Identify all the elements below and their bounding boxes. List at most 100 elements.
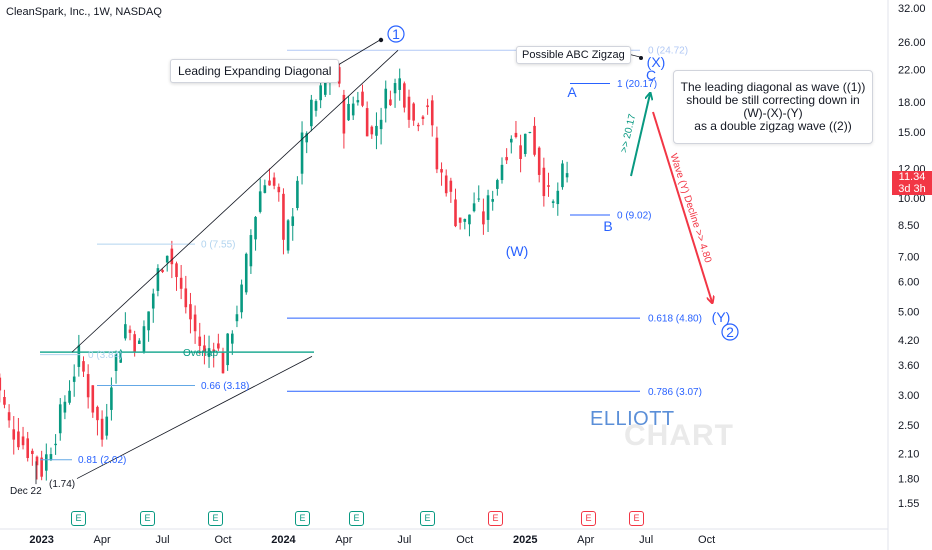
zigzag-pointer-dot [639,56,643,60]
candle-body [458,217,462,223]
fib-level-label: 0 (3.84) [88,350,122,361]
wave-2-label-circle [721,323,739,341]
analysis-note: The leading diagonal as wave ((1)) shoul… [673,70,873,144]
x-tick-label: Oct [698,534,715,546]
earnings-marker[interactable]: E [629,511,644,526]
earnings-marker[interactable]: E [488,511,503,526]
x-tick-label: Apr [335,534,352,546]
y-tick-label: 26.00 [898,37,926,49]
wave-x-label: (X) [647,54,666,70]
candle-body [361,91,364,106]
candle-body [263,185,267,193]
candle-body [356,100,360,103]
candle-body [486,195,490,220]
candle-body [221,352,225,374]
candle-body [542,167,546,197]
fib-level-label: 0.81 (2.02) [78,455,126,466]
candle-body [119,350,122,363]
candle-body [124,324,127,339]
last-price: 11.34 [898,171,926,183]
candle-body [407,96,411,120]
y-tick-label: 15.00 [898,127,926,139]
candle-body [551,201,555,204]
earnings-marker[interactable]: E [581,511,596,526]
x-tick-label: Oct [214,534,231,546]
y-tick-label: 18.00 [898,97,926,109]
candle-body [138,340,141,344]
candle-body [165,255,169,263]
candle-body [556,190,560,205]
callout-pointer [332,39,381,69]
wave-y-label: (Y) [712,309,731,325]
candle-body [258,191,262,212]
fib-level-label: 0.66 (3.18) [201,381,249,392]
candle-body [114,353,118,371]
wave-b-label: B [603,218,612,234]
earnings-marker[interactable]: E [295,511,310,526]
candle-body [54,443,57,446]
candle-body [68,390,71,403]
candle-body [417,124,420,127]
callout-leading-diagonal: Leading Expanding Diagonal [170,59,340,83]
candle-body [533,125,536,155]
candle-body [40,457,43,477]
earnings-marker[interactable]: E [140,511,155,526]
x-tick-label: Apr [577,534,594,546]
candle-body [351,103,355,116]
candle-body [300,132,304,174]
candle-body [370,126,374,135]
wave-c-label: C [646,67,656,83]
earnings-marker[interactable]: E [71,511,86,526]
candle-body [412,103,415,121]
candle-body [96,406,99,421]
candle-body [7,412,11,421]
candle-body [496,180,499,189]
start-low-label: (1.74) [49,479,75,490]
candle-body [203,345,206,353]
candle-body [26,438,29,459]
x-tick-label: 2024 [271,534,296,546]
earnings-marker[interactable]: E [349,511,364,526]
candle-body [426,105,429,108]
watermark-elliott: ELLIOTT [590,408,675,430]
candle-body [110,387,113,410]
candle-body [324,81,327,95]
candle-body [454,199,457,227]
candle-body [198,336,202,346]
x-tick-label: 2025 [513,534,537,546]
down-arrow [652,111,712,302]
x-tick-label: Jul [639,534,653,546]
wave-w-label: (W) [506,243,529,259]
candle-body [547,185,550,187]
fib-level-label: 0.618 (4.80) [648,314,702,325]
up-arrow [630,94,650,177]
candle-body [430,100,434,126]
candle-body [565,173,569,178]
candle-body [435,137,439,170]
candle-body [440,169,443,173]
earnings-marker[interactable]: E [208,511,223,526]
candle-body [151,293,155,309]
candle-body [63,401,67,413]
candle-body [21,436,25,446]
candle-body [184,288,188,308]
candle-body [537,147,541,175]
candle-body [347,103,350,121]
candle-body [49,454,53,460]
earnings-marker[interactable]: E [420,511,435,526]
chart-title: CleanSpark, Inc., 1W, NASDAQ [6,6,162,18]
candle-body [268,180,271,186]
candle-body [561,163,564,188]
y-tick-label: 2.50 [898,420,919,432]
candle-body [393,83,397,94]
diagonal-upper-line [71,50,399,353]
candle-body [463,218,467,222]
candle-body [500,164,504,181]
last-price-tag: 11.34 3d 3h [892,171,932,195]
x-tick-label: Oct [456,534,473,546]
candle-body [128,329,132,333]
candle-body [217,343,220,349]
candle-body [170,248,174,265]
candle-body [421,116,425,119]
